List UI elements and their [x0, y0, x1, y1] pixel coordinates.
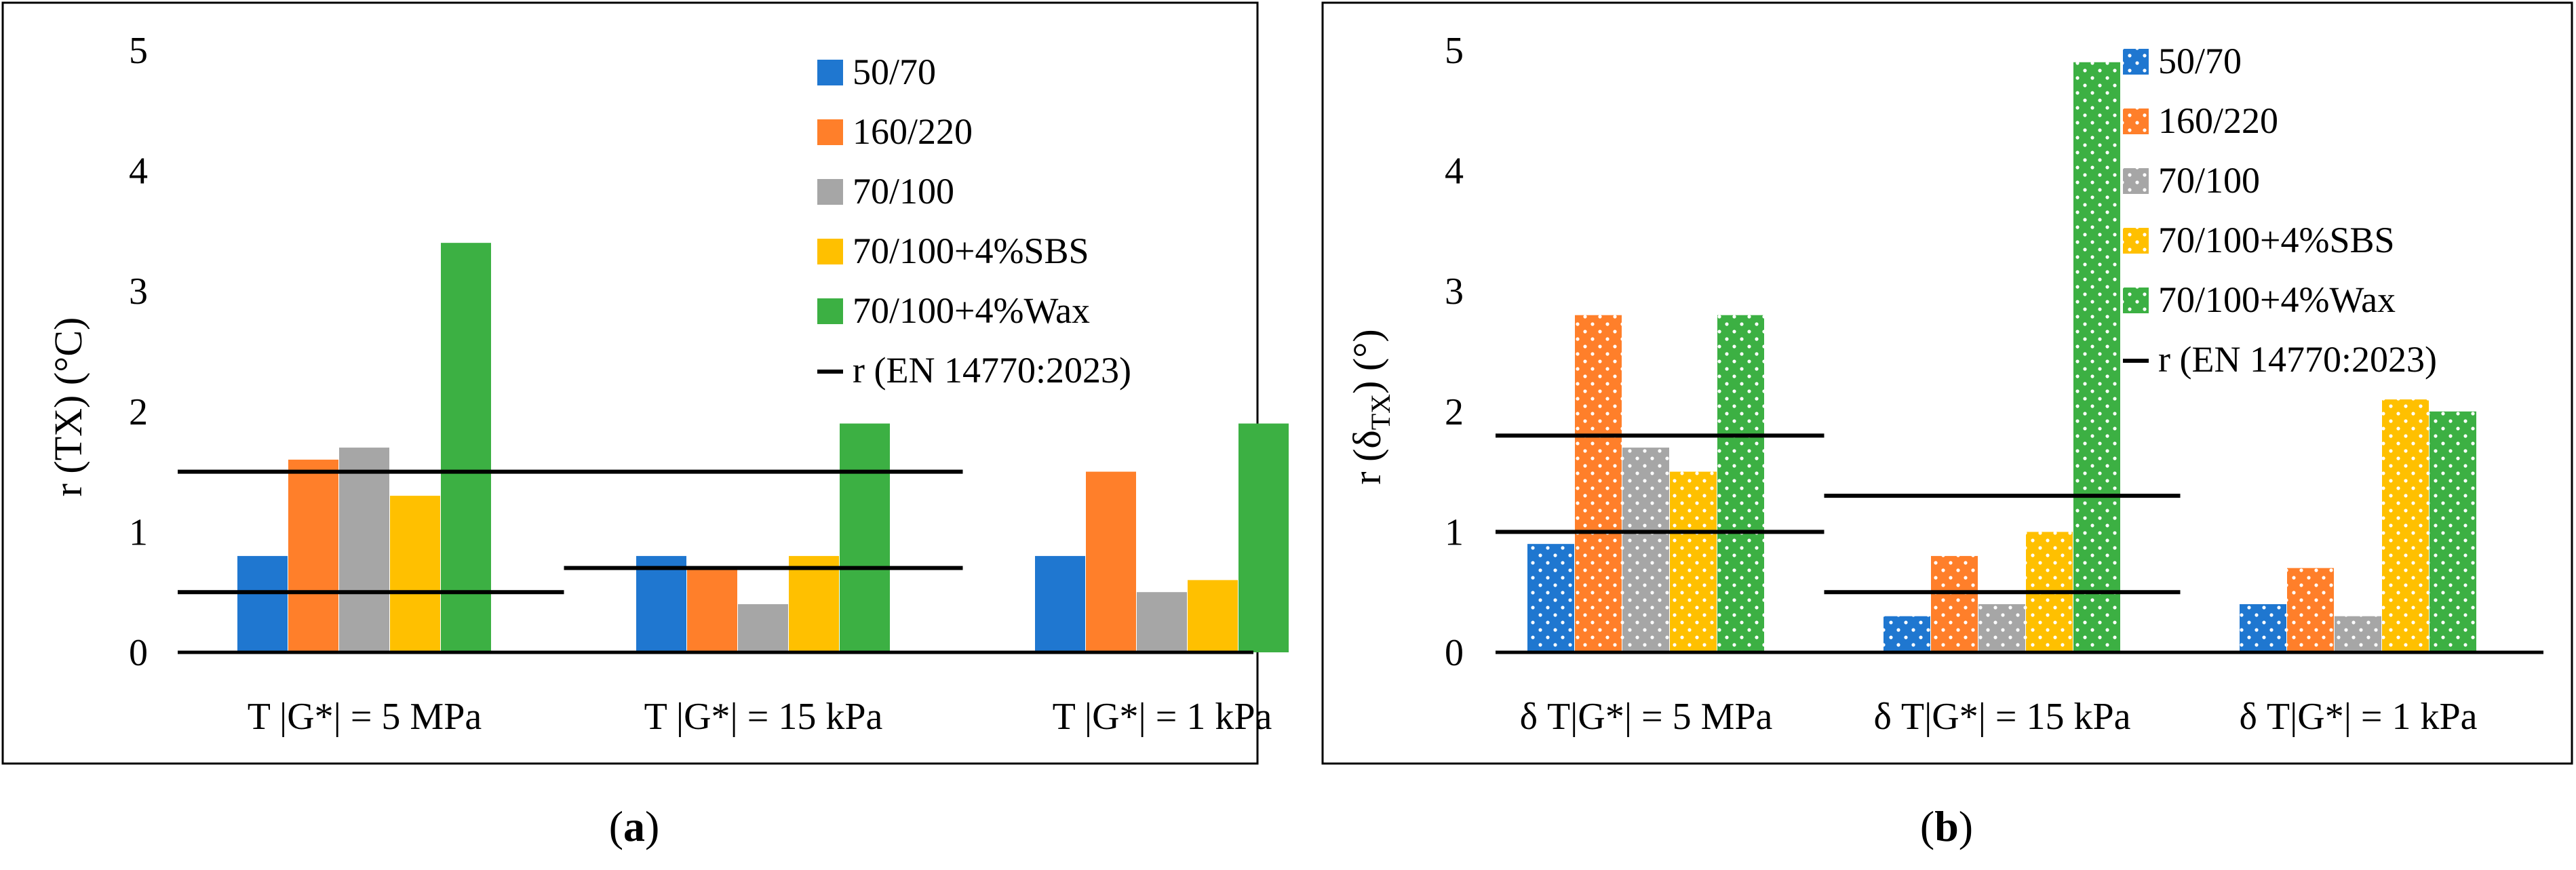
chart-b-category-label-0: δ T|G*| = 5 MPa: [1520, 696, 1773, 738]
chart-a-legend-ref-label: r (EN 14770:2023): [853, 350, 1131, 391]
chart-a-bar-70-100-4-wax-0: [441, 243, 491, 652]
chart-b-legend-label-3: 70/100+4%SBS: [2158, 220, 2395, 260]
chart-a-legend: 50/70 160/220 70/100 70/100+4%SBS 70/100+4%W…: [817, 52, 1131, 391]
chart-a-legend-swatch-3: [817, 239, 843, 264]
chart-b-bar-70-100-4-wax-2: [2429, 411, 2476, 652]
chart-a-bar-160-220-0: [288, 459, 338, 652]
chart-b: 0 1 2 3 4 5 δ T|G*| = 5 MPa δ T|G*| = 15 kPa δ T…: [1321, 1, 2573, 850]
chart-a-legend-label-1: 160/220: [853, 111, 973, 152]
chart-a-bar-70-100-4-sbs-1: [789, 555, 839, 652]
chart-a-legend-label-4: 70/100+4%Wax: [853, 290, 1090, 331]
chart-a-bar-50-70-0: [237, 555, 288, 652]
chart-b-ytick-3: 3: [1445, 271, 1464, 313]
chart-a-ytick-1: 1: [129, 511, 148, 553]
chart-b-ytick-2: 2: [1445, 391, 1464, 433]
chart-a-ytick-3: 3: [129, 271, 148, 313]
chart-b-legend-swatch-1: [2123, 108, 2149, 134]
chart-b-legend-swatch-4: [2123, 288, 2149, 313]
chart-a-bar-50-70-2: [1035, 555, 1085, 652]
chart-a-ytick-0: 0: [129, 632, 148, 674]
chart-a-bar-70-100-4-sbs-2: [1188, 580, 1238, 652]
chart-a-bar-160-220-2: [1086, 471, 1136, 652]
chart-b-bar-70-100-4-wax-0: [1717, 315, 1764, 652]
chart-b-category-label-1: δ T|G*| = 15 kPa: [1873, 696, 2130, 738]
chart-b-bar-70-100-4-wax-1: [2073, 62, 2120, 652]
chart-b-bar-70-100-1: [1978, 604, 2025, 652]
chart-b-plot: 0 1 2 3 4 5 δ T|G*| = 5 MPa δ T|G*| = 15 kPa δ T…: [1445, 30, 2543, 738]
chart-b-bar-50-70-1: [1884, 616, 1930, 652]
chart-b-ytick-5: 5: [1445, 30, 1464, 72]
chart-b-panel-label: (b): [1920, 802, 1973, 850]
chart-b-legend: 50/70 160/220 70/100 70/100+4%SBS 70/100+4%W…: [2123, 41, 2437, 380]
chart-b-bar-50-70-2: [2240, 604, 2286, 652]
chart-a-bar-70-100-4-wax-1: [840, 423, 890, 652]
chart-b-legend-ref-label: r (EN 14770:2023): [2158, 339, 2437, 380]
chart-a-category-label-2: T |G*| = 1 kPa: [1053, 696, 1272, 738]
chart-a-bar-70-100-0: [339, 448, 389, 652]
chart-a-bar-70-100-4-sbs-0: [390, 496, 440, 652]
chart-b-legend-label-1: 160/220: [2158, 100, 2278, 141]
chart-b-bar-160-220-2: [2287, 568, 2334, 652]
chart-a: 0 1 2 3 4 5 T |G*| = 5 MPa T |G*| = 15 kPa T |G*…: [1, 1, 1289, 850]
chart-a-legend-swatch-4: [817, 298, 843, 324]
chart-a-ytick-5: 5: [129, 30, 148, 72]
chart-a-legend-swatch-0: [817, 60, 843, 85]
chart-b-ytick-0: 0: [1445, 632, 1464, 674]
chart-a-bar-160-220-1: [687, 568, 737, 652]
chart-a-category-label-0: T |G*| = 5 MPa: [248, 696, 482, 738]
chart-a-ytick-2: 2: [129, 391, 148, 433]
chart-a-legend-swatch-2: [817, 179, 843, 205]
chart-b-bar-160-220-1: [1931, 555, 1978, 652]
chart-b-legend-swatch-2: [2123, 168, 2149, 194]
chart-a-legend-label-0: 50/70: [853, 52, 936, 92]
chart-b-legend-swatch-3: [2123, 228, 2149, 254]
chart-b-legend-label-2: 70/100: [2158, 160, 2260, 201]
chart-b-legend-label-4: 70/100+4%Wax: [2158, 279, 2396, 320]
chart-b-category-label-2: δ T|G*| = 1 kPa: [2239, 696, 2477, 738]
chart-b-bar-50-70-0: [1527, 544, 1574, 652]
chart-a-bar-50-70-1: [636, 555, 686, 652]
chart-a-bar-70-100-4-wax-2: [1238, 423, 1289, 652]
chart-b-bar-70-100-0: [1622, 448, 1669, 652]
chart-a-bar-70-100-2: [1137, 592, 1187, 652]
chart-b-frame: [1321, 1, 2573, 765]
chart-b-bar-160-220-0: [1575, 315, 1622, 652]
chart-a-bar-70-100-1: [738, 604, 788, 652]
chart-a-legend-label-2: 70/100: [853, 171, 954, 212]
chart-b-ytick-4: 4: [1445, 151, 1464, 193]
chart-b-bar-70-100-4-sbs-0: [1670, 471, 1717, 652]
chart-a-ytick-4: 4: [129, 151, 148, 193]
chart-b-ylabel: r (δTX) (°): [1345, 329, 1396, 484]
chart-a-category-label-1: T |G*| = 15 kPa: [644, 696, 883, 738]
chart-a-legend-swatch-1: [817, 119, 843, 145]
chart-a-ylabel: r (TX) (°C): [46, 317, 90, 497]
chart-a-panel-label: (a): [609, 802, 660, 850]
chart-a-frame: [1, 1, 1259, 765]
chart-b-legend-label-0: 50/70: [2158, 41, 2242, 81]
chart-b-bar-70-100-4-sbs-2: [2382, 399, 2429, 652]
chart-a-legend-label-3: 70/100+4%SBS: [853, 231, 1089, 271]
chart-a-plot: 0 1 2 3 4 5 T |G*| = 5 MPa T |G*| = 15 kPa T |G*…: [129, 30, 1289, 738]
chart-b-legend-swatch-0: [2123, 49, 2149, 75]
chart-b-ytick-1: 1: [1445, 511, 1464, 553]
chart-b-bar-70-100-2: [2335, 616, 2381, 652]
